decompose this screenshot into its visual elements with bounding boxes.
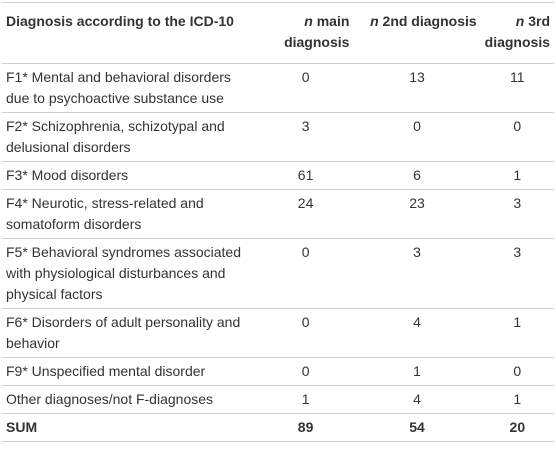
count-cell: 1: [480, 161, 554, 190]
count-cell: 6: [353, 161, 481, 190]
count-cell: 0: [353, 112, 481, 162]
header-text: 2nd diagnosis: [382, 13, 477, 29]
header-variable: n: [515, 13, 525, 29]
table-row: Other diagnoses/not F-diagnoses 1 4 1: [2, 385, 554, 414]
row-label: F9* Unspecified mental disorder: [2, 357, 258, 386]
count-cell: 0: [257, 238, 354, 309]
count-cell: 1: [480, 308, 554, 358]
count-cell: 24: [257, 189, 354, 239]
count-cell: 13: [353, 63, 481, 113]
count-cell: 20: [480, 413, 554, 442]
table-row: F1* Mental and behavioral disorders due …: [2, 63, 554, 113]
row-label: F1* Mental and behavioral disorders due …: [2, 63, 258, 113]
header-row: Diagnosis according to the ICD-10 n main …: [2, 2, 554, 64]
table-row: F2* Schizophrenia, schizotypal and delus…: [2, 112, 554, 162]
header-text: main diagnosis: [284, 13, 350, 50]
table-row: F5* Behavioral syndromes associated with…: [2, 238, 554, 309]
count-cell: 3: [480, 238, 554, 309]
table-row: F9* Unspecified mental disorder 0 1 0: [2, 357, 554, 386]
diagnosis-table: Diagnosis according to the ICD-10 n main …: [2, 2, 554, 442]
count-cell: 0: [257, 63, 354, 113]
row-label: F5* Behavioral syndromes associated with…: [2, 238, 258, 309]
count-cell: 1: [480, 385, 554, 414]
count-cell: 0: [480, 112, 554, 162]
count-cell: 61: [257, 161, 354, 190]
row-label: SUM: [2, 413, 258, 442]
sum-row: SUM 89 54 20: [2, 413, 554, 442]
count-cell: 23: [353, 189, 481, 239]
header-cell: n main diagnosis: [257, 2, 354, 64]
header-text: 3rd diagnosis: [484, 13, 551, 50]
row-label: F6* Disorders of adult personality and b…: [2, 308, 258, 358]
row-label: F2* Schizophrenia, schizotypal and delus…: [2, 112, 258, 162]
count-cell: 11: [480, 63, 554, 113]
row-label: F3* Mood disorders: [2, 161, 258, 190]
table-body: F1* Mental and behavioral disorders due …: [2, 63, 554, 442]
count-cell: 89: [257, 413, 354, 442]
count-cell: 3: [353, 238, 481, 309]
table-row: F3* Mood disorders 61 6 1: [2, 161, 554, 190]
row-label: Other diagnoses/not F-diagnoses: [2, 385, 258, 414]
header-variable: n: [370, 13, 379, 29]
count-cell: 0: [480, 357, 554, 386]
table-row: F6* Disorders of adult personality and b…: [2, 308, 554, 358]
header-cell: n 2nd diagnosis: [353, 2, 481, 64]
count-cell: 0: [257, 308, 354, 358]
count-cell: 3: [480, 189, 554, 239]
count-cell: 54: [353, 413, 481, 442]
count-cell: 4: [353, 308, 481, 358]
row-label: F4* Neurotic, stress-related and somatof…: [2, 189, 258, 239]
header-cell: n 3rd diagnosis: [480, 2, 554, 64]
count-cell: 3: [257, 112, 354, 162]
count-cell: 1: [353, 357, 481, 386]
count-cell: 0: [257, 357, 354, 386]
count-cell: 4: [353, 385, 481, 414]
count-cell: 1: [257, 385, 354, 414]
header-variable: n: [304, 13, 313, 29]
header-text: Diagnosis according to the ICD-10: [6, 13, 234, 29]
table-row: F4* Neurotic, stress-related and somatof…: [2, 189, 554, 239]
header-cell: Diagnosis according to the ICD-10: [2, 2, 258, 64]
